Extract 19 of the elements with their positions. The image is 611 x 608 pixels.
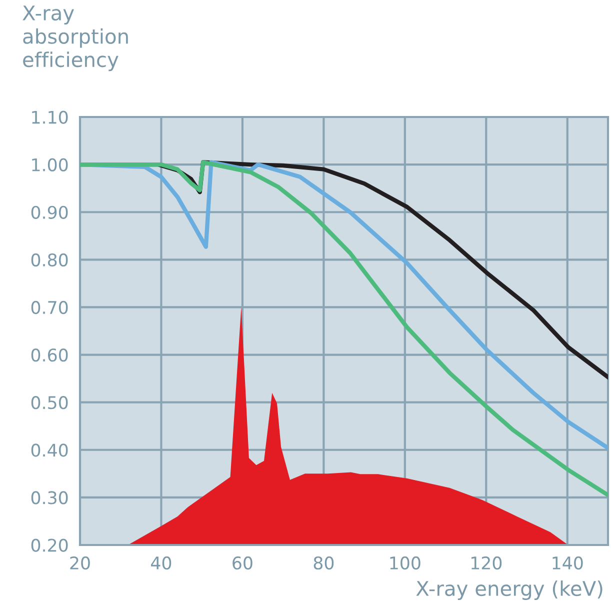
y-tick-label: 0.60 bbox=[31, 348, 68, 362]
y-tick-label: 0.80 bbox=[31, 253, 68, 267]
y-axis-title: X-ray absorption efficiency bbox=[22, 6, 128, 72]
x-tick-label: 140 bbox=[552, 556, 583, 570]
x-tick-label: 100 bbox=[390, 556, 420, 570]
y-tick-label: 0.90 bbox=[31, 206, 68, 219]
y-tick-label: 1.00 bbox=[32, 158, 68, 172]
y-tick-label: 0.30 bbox=[31, 491, 68, 504]
x-tick-label: 120 bbox=[471, 556, 502, 570]
x-tick-label: 60 bbox=[232, 556, 252, 570]
x-tick-label: 20 bbox=[70, 556, 90, 570]
x-tick-label: 80 bbox=[314, 556, 334, 570]
y-tick-label: 0.50 bbox=[31, 396, 68, 410]
y-tick-label: 1.10 bbox=[32, 110, 68, 124]
x-axis-title: X-ray energy (keV) bbox=[416, 580, 602, 600]
y-tick-label: 0.40 bbox=[31, 444, 68, 457]
y-tick-label: 0.70 bbox=[31, 300, 68, 314]
y-tick-label: 0.20 bbox=[31, 538, 68, 552]
x-tick-label: 40 bbox=[151, 556, 172, 570]
